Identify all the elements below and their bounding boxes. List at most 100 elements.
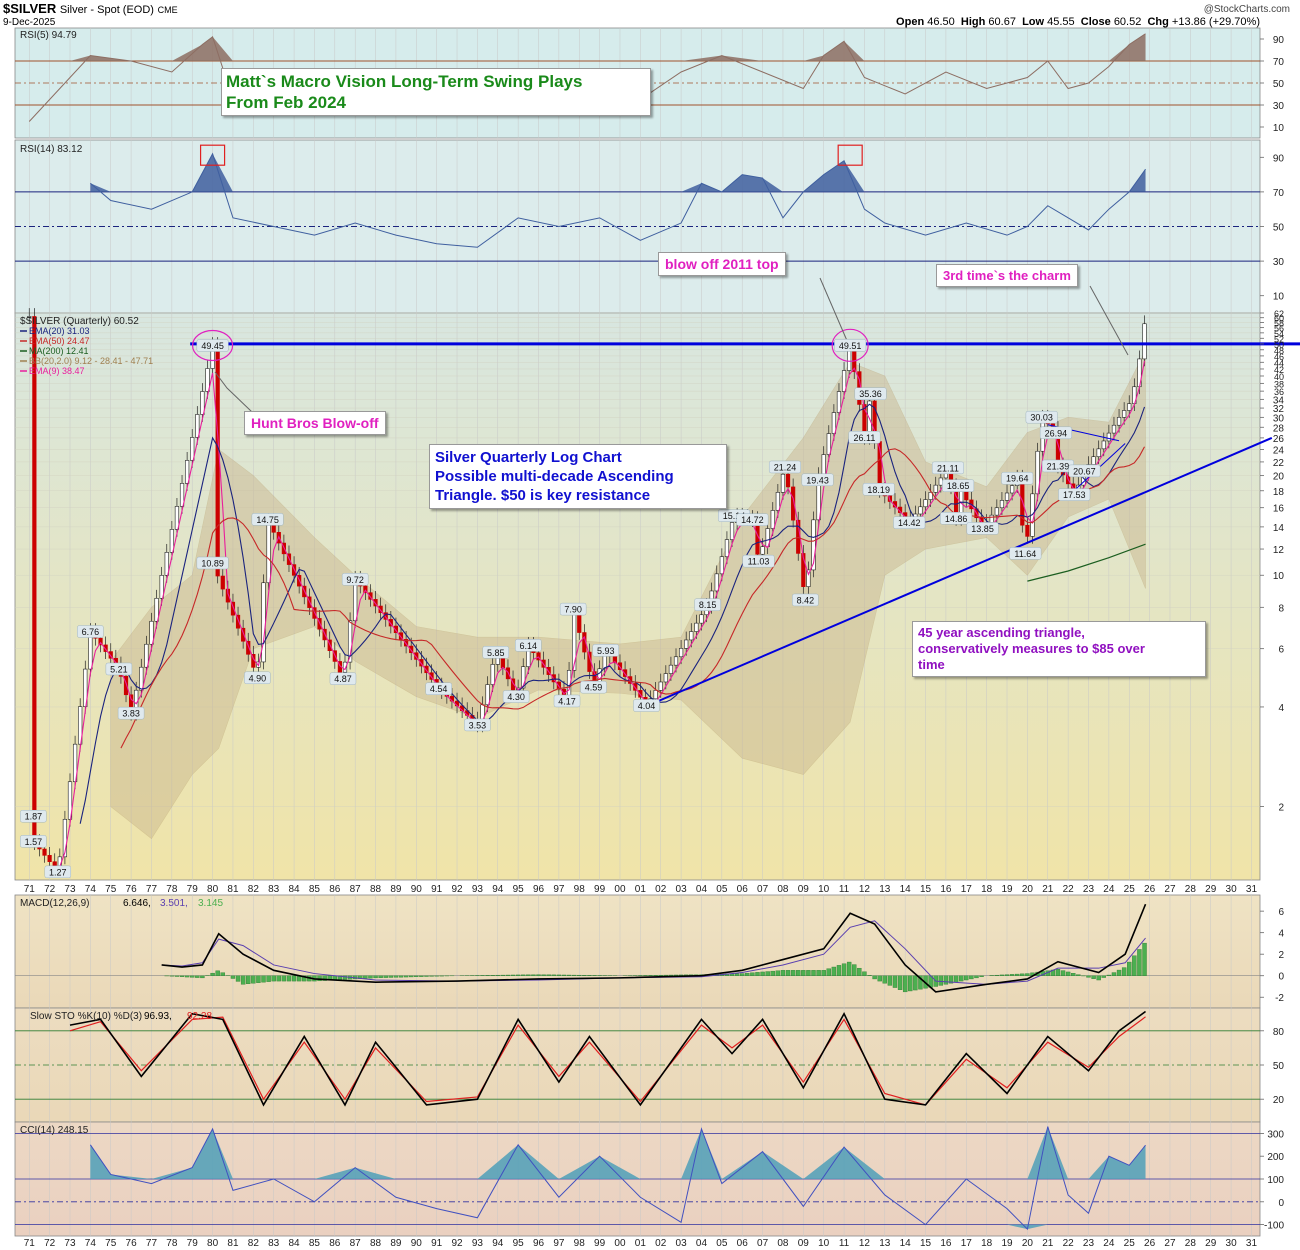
x-tick-label: 76 bbox=[126, 884, 138, 895]
price-tick-label: 24 bbox=[1273, 445, 1285, 456]
ascending-trendline bbox=[639, 436, 1273, 710]
macd-hist-bar bbox=[1121, 967, 1127, 976]
macd-hist-bar bbox=[1132, 955, 1137, 976]
candle-body bbox=[821, 454, 826, 476]
price-tick-label: 12 bbox=[1273, 545, 1285, 556]
price-tick-label: 2 bbox=[1278, 803, 1284, 814]
macd-hist-bar bbox=[1055, 969, 1061, 976]
macd-hist-bar bbox=[210, 972, 215, 976]
macd-hist-bar bbox=[256, 975, 261, 983]
macd-hist-bar bbox=[887, 975, 893, 986]
price-label-box bbox=[77, 625, 104, 638]
macd-hist-bar bbox=[969, 975, 974, 980]
price-label: 1.87 bbox=[25, 812, 43, 822]
macd-hist-bar bbox=[994, 974, 1000, 976]
price-tick-label: 38 bbox=[1274, 379, 1284, 389]
chg-value: +13.86 (+29.70%) bbox=[1171, 16, 1260, 28]
candle-body bbox=[811, 519, 816, 571]
macd-hist-bar bbox=[434, 975, 439, 977]
sto-legend-k: 96.93, bbox=[144, 1011, 172, 1022]
x-tick-label: 15 bbox=[920, 884, 932, 895]
candle-body bbox=[159, 575, 164, 599]
macd-hist-bar bbox=[740, 973, 745, 976]
price-tick-label: 4 bbox=[1278, 703, 1284, 714]
macd-hist-bar bbox=[363, 975, 368, 979]
x-tick-label-bottom: 99 bbox=[594, 1238, 606, 1249]
macd-hist-bar bbox=[918, 975, 923, 990]
indicator-legend: EMA(9) 38.47 bbox=[29, 366, 85, 376]
x-tick-label: 94 bbox=[492, 884, 504, 895]
candle-body bbox=[144, 643, 149, 668]
candle-body bbox=[673, 656, 679, 666]
candle-body bbox=[185, 460, 190, 484]
candle-body bbox=[424, 665, 429, 674]
candle-body bbox=[1127, 403, 1132, 411]
x-tick-label-bottom: 91 bbox=[431, 1238, 443, 1249]
low-value: 45.55 bbox=[1047, 16, 1075, 28]
rsi14-tick-label: 90 bbox=[1273, 153, 1285, 164]
macd-hist-bar bbox=[271, 975, 276, 982]
candle-body bbox=[169, 529, 174, 553]
x-tick-label-bottom: 21 bbox=[1042, 1238, 1054, 1249]
macd-hist-bar bbox=[240, 975, 246, 985]
price-label-box bbox=[44, 865, 72, 879]
macd-hist-bar bbox=[821, 970, 826, 976]
candle-body bbox=[429, 672, 434, 680]
macd-hist-bar bbox=[230, 975, 236, 979]
price-label-box bbox=[854, 387, 887, 400]
price-label-box bbox=[20, 809, 47, 823]
candle-body bbox=[684, 639, 689, 649]
macd-hist-bar bbox=[1071, 973, 1076, 976]
price-label-box bbox=[1001, 471, 1034, 485]
blowoff-pointer bbox=[819, 277, 849, 344]
x-tick-label-bottom: 28 bbox=[1185, 1238, 1197, 1249]
candle-body bbox=[770, 510, 775, 529]
macd-hist-bar bbox=[266, 975, 271, 982]
x-tick-label: 08 bbox=[777, 884, 789, 895]
price-label-box bbox=[942, 479, 975, 492]
price-label-box bbox=[848, 431, 881, 444]
macd-hist-bar bbox=[775, 970, 781, 976]
candle-body bbox=[719, 556, 724, 575]
macd-hist-bar bbox=[974, 975, 979, 979]
candle-body bbox=[404, 639, 409, 647]
price-label: 19.64 bbox=[1006, 474, 1029, 484]
price-label: 11.03 bbox=[748, 557, 770, 567]
macd-hist-bar bbox=[546, 974, 551, 976]
candle-body bbox=[220, 575, 225, 590]
cci-tick-label: 0 bbox=[1278, 1198, 1284, 1209]
low-label: Low bbox=[1022, 16, 1045, 28]
candle-body bbox=[342, 661, 348, 673]
price-label: 21.11 bbox=[937, 463, 959, 473]
macd-hist-bar bbox=[174, 975, 180, 977]
indicator-legend: EMA(50) 24.47 bbox=[29, 336, 90, 346]
macd-hist-bar bbox=[383, 975, 388, 978]
x-tick-label-bottom: 97 bbox=[553, 1238, 565, 1249]
candle-body bbox=[72, 743, 78, 783]
x-tick-label: 85 bbox=[309, 884, 321, 895]
candle-body bbox=[638, 690, 643, 698]
cci-tick-label: 100 bbox=[1267, 1175, 1284, 1186]
price-tick-label: 58 bbox=[1274, 319, 1284, 329]
candle-body bbox=[215, 345, 220, 577]
x-tick-label: 25 bbox=[1124, 884, 1136, 895]
x-tick-label-bottom: 83 bbox=[268, 1238, 280, 1249]
candle-body bbox=[83, 668, 88, 707]
macd-hist-bar bbox=[892, 975, 898, 988]
price-tick-label: 14 bbox=[1273, 523, 1285, 534]
candle-body bbox=[663, 673, 668, 683]
price-tick-label: 60 bbox=[1274, 314, 1284, 324]
macd-hist-bar bbox=[852, 964, 857, 976]
price-label-box bbox=[940, 512, 973, 525]
candle-body bbox=[1096, 448, 1101, 458]
price-label: 9.72 bbox=[346, 575, 364, 585]
x-tick-label-bottom: 71 bbox=[24, 1238, 36, 1249]
x-tick-label-bottom: 17 bbox=[961, 1238, 973, 1249]
macd-hist-bar bbox=[521, 974, 526, 976]
candle-body bbox=[729, 522, 735, 540]
price-tick-label: 18 bbox=[1273, 487, 1285, 498]
x-tick-label-bottom: 09 bbox=[798, 1238, 810, 1249]
price-label-box bbox=[694, 598, 721, 611]
price-label: 49.45 bbox=[201, 341, 224, 351]
x-tick-label: 78 bbox=[166, 884, 178, 895]
